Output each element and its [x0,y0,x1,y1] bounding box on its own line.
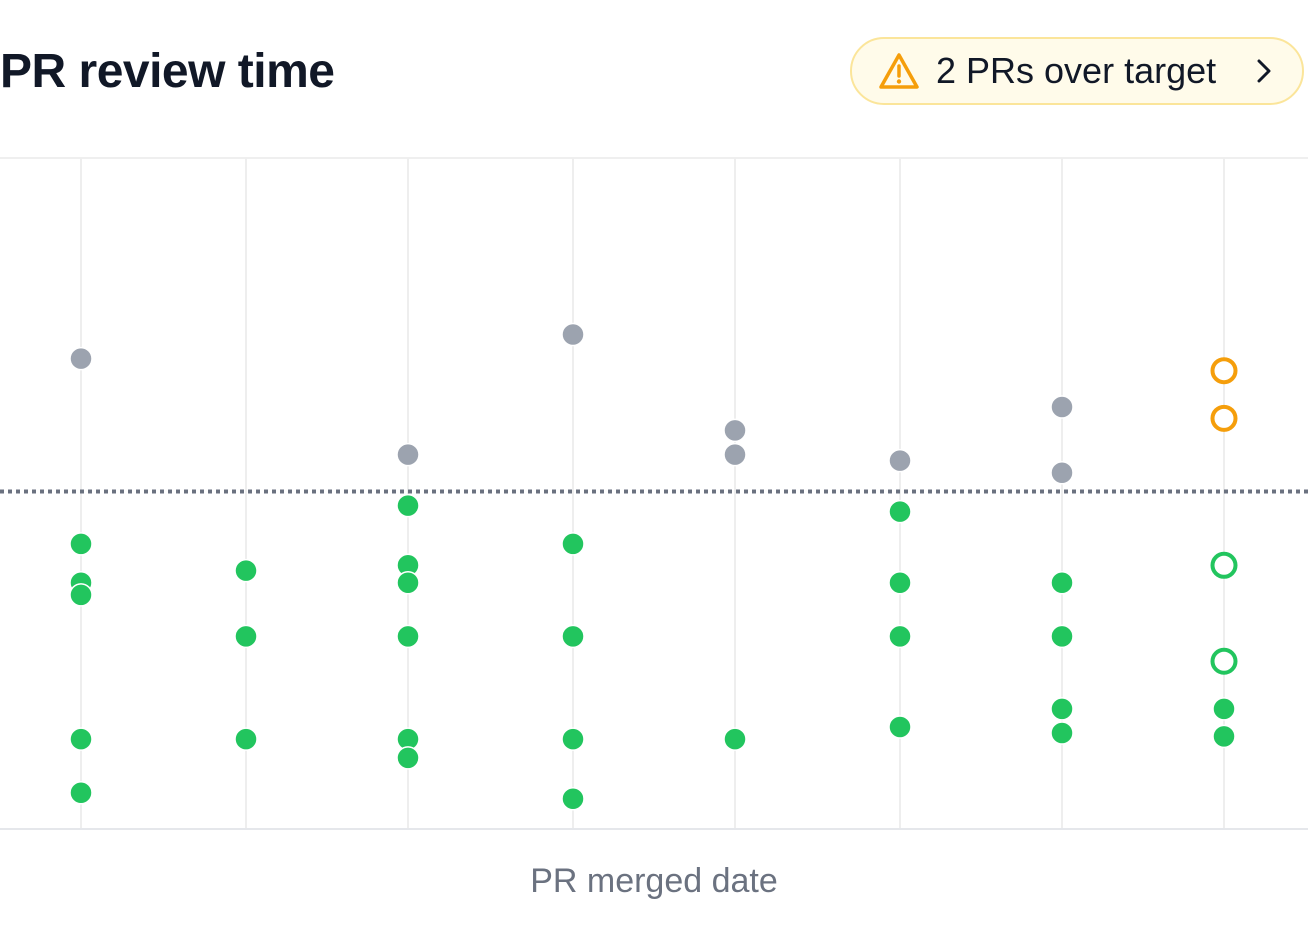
data-point [69,532,93,556]
chart-header: PR review time 2 PRs over target [0,0,1308,140]
data-point [1050,697,1074,721]
data-point [561,532,585,556]
data-point [888,499,912,524]
data-point [396,746,420,770]
data-point [69,346,93,371]
data-point [1050,570,1074,595]
chart-title: PR review time [0,45,335,98]
data-point [234,624,258,649]
data-point [723,727,747,751]
data-point [69,583,93,607]
data-point [1050,624,1074,649]
data-point [396,570,420,595]
over-target-alert-button[interactable]: 2 PRs over target [850,37,1304,105]
data-point [1050,395,1074,419]
data-point [723,418,747,443]
data-point [69,781,93,805]
data-point [888,448,912,473]
warning-triangle-icon [879,53,919,89]
chevron-right-icon [1257,59,1271,83]
data-point [396,493,420,518]
data-point [1210,357,1238,385]
data-point [723,442,747,467]
data-point [561,787,585,811]
x-axis-label: PR merged date [530,862,778,900]
data-point [1212,697,1236,721]
data-point [561,624,585,649]
data-point [1210,404,1238,432]
data-point [888,570,912,595]
data-point [396,442,420,467]
data-point [234,558,258,583]
data-point [69,727,93,751]
data-point [1050,460,1074,485]
data-point [234,727,258,751]
data-point [1212,724,1236,749]
data-point [1210,647,1238,675]
data-point [561,727,585,751]
over-target-alert-label: 2 PRs over target [936,50,1217,91]
data-point [888,715,912,739]
data-point [1050,721,1074,745]
data-point [888,624,912,649]
data-point [561,322,585,347]
data-point [396,624,420,649]
data-point [1210,551,1238,579]
